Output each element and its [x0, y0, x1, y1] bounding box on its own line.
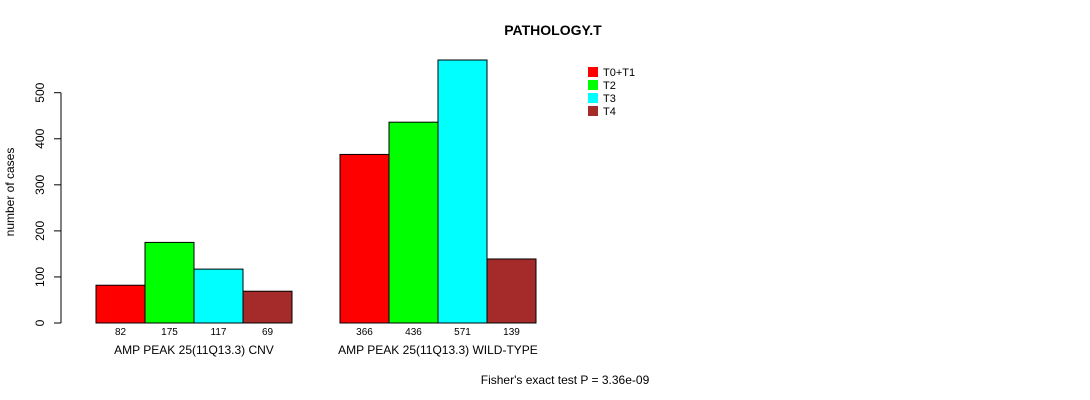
bar-value-label: 139 — [503, 327, 520, 338]
bar — [339, 153, 390, 324]
bar-value-label: 366 — [356, 327, 373, 338]
bars-layer: 82 175 117 69 AMP PEAK 25(11Q13.3) CNV 366 436… — [95, 59, 538, 357]
bar-value-label: 117 — [211, 327, 227, 338]
fisher-test-note: Fisher's exact test P = 3.36e-09 — [481, 373, 650, 387]
group-label: AMP PEAK 25(11Q13.3) CNV — [114, 343, 274, 357]
legend-label: T0+T1 — [603, 67, 635, 79]
y-axis-label: number of cases — [3, 148, 17, 237]
bar-value-label: 436 — [405, 327, 422, 338]
legend-label: T3 — [603, 93, 616, 105]
legend-swatch — [588, 80, 598, 90]
legend-swatch — [588, 93, 598, 103]
bar-value-label: 175 — [161, 327, 178, 338]
y-tick-label: 400 — [33, 128, 47, 148]
bar — [242, 290, 293, 324]
group-label: AMP PEAK 25(11Q13.3) WILD-TYPE — [338, 343, 538, 357]
y-tick-label: 500 — [33, 82, 47, 102]
legend-label: T2 — [603, 80, 616, 92]
y-tick-label: 100 — [33, 267, 47, 287]
bar — [95, 284, 146, 324]
bar-value-label: 82 — [115, 327, 127, 338]
legend-label: T4 — [603, 106, 616, 118]
legend-swatch — [588, 67, 598, 77]
bar — [144, 241, 195, 324]
bar — [437, 59, 488, 324]
legend-swatch — [588, 106, 598, 116]
bar-value-label: 69 — [262, 327, 274, 338]
y-axis: 0 100 200 300 400 500 — [33, 82, 62, 326]
chart-title: PATHOLOGY.T — [504, 22, 602, 38]
y-tick-label: 200 — [33, 221, 47, 241]
y-tick-label: 300 — [33, 174, 47, 194]
y-tick-label: 0 — [33, 319, 47, 326]
bar — [388, 121, 439, 324]
bar — [193, 268, 244, 324]
bar — [486, 258, 537, 324]
bar-value-label: 571 — [454, 327, 471, 338]
